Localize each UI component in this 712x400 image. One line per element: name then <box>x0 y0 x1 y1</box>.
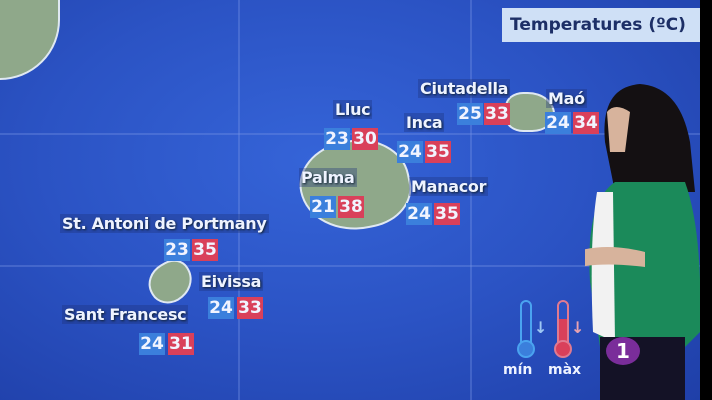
max-temp: 31 <box>168 333 194 355</box>
map-title: Temperatures (ºC) <box>502 8 700 42</box>
mainland-coast <box>0 0 60 80</box>
city-label: Sant Francesc <box>62 305 189 324</box>
max-temp: 35 <box>434 203 460 225</box>
city-label: St. Antoni de Portmany <box>60 214 269 233</box>
min-temp: 21 <box>310 196 336 218</box>
max-temp: 38 <box>338 196 364 218</box>
max-temp: 30 <box>352 128 378 150</box>
min-temp: 25 <box>457 103 483 125</box>
city-label: Inca <box>404 113 445 132</box>
min-temp: 24 <box>397 141 423 163</box>
grid-line <box>0 133 700 135</box>
city-label: Ciutadella <box>418 79 511 98</box>
city-label: Palma <box>299 168 357 187</box>
max-temp: 33 <box>484 103 510 125</box>
min-temp: 24 <box>545 112 571 134</box>
grid-line <box>238 0 240 400</box>
min-temp: 23 <box>324 128 350 150</box>
min-temp: 24 <box>208 297 234 319</box>
grid-line <box>470 0 472 400</box>
max-temp: 34 <box>573 112 599 134</box>
legend-min-label: mín <box>503 362 533 378</box>
grid-line <box>0 265 700 267</box>
min-temp: 24 <box>139 333 165 355</box>
max-temp: 33 <box>237 297 263 319</box>
ibiza-island <box>141 253 200 311</box>
min-temp: 23 <box>164 239 190 261</box>
min-temp: 24 <box>406 203 432 225</box>
city-label: Eivissa <box>199 272 264 291</box>
max-temp: 35 <box>192 239 218 261</box>
city-label: Lluc <box>333 100 373 119</box>
city-label: Manacor <box>409 177 489 196</box>
presenter <box>585 84 700 400</box>
max-temp: 35 <box>425 141 451 163</box>
legend-max-label: màx <box>548 362 582 378</box>
channel-logo: 1 <box>606 337 640 365</box>
city-label: Maó <box>546 89 587 108</box>
